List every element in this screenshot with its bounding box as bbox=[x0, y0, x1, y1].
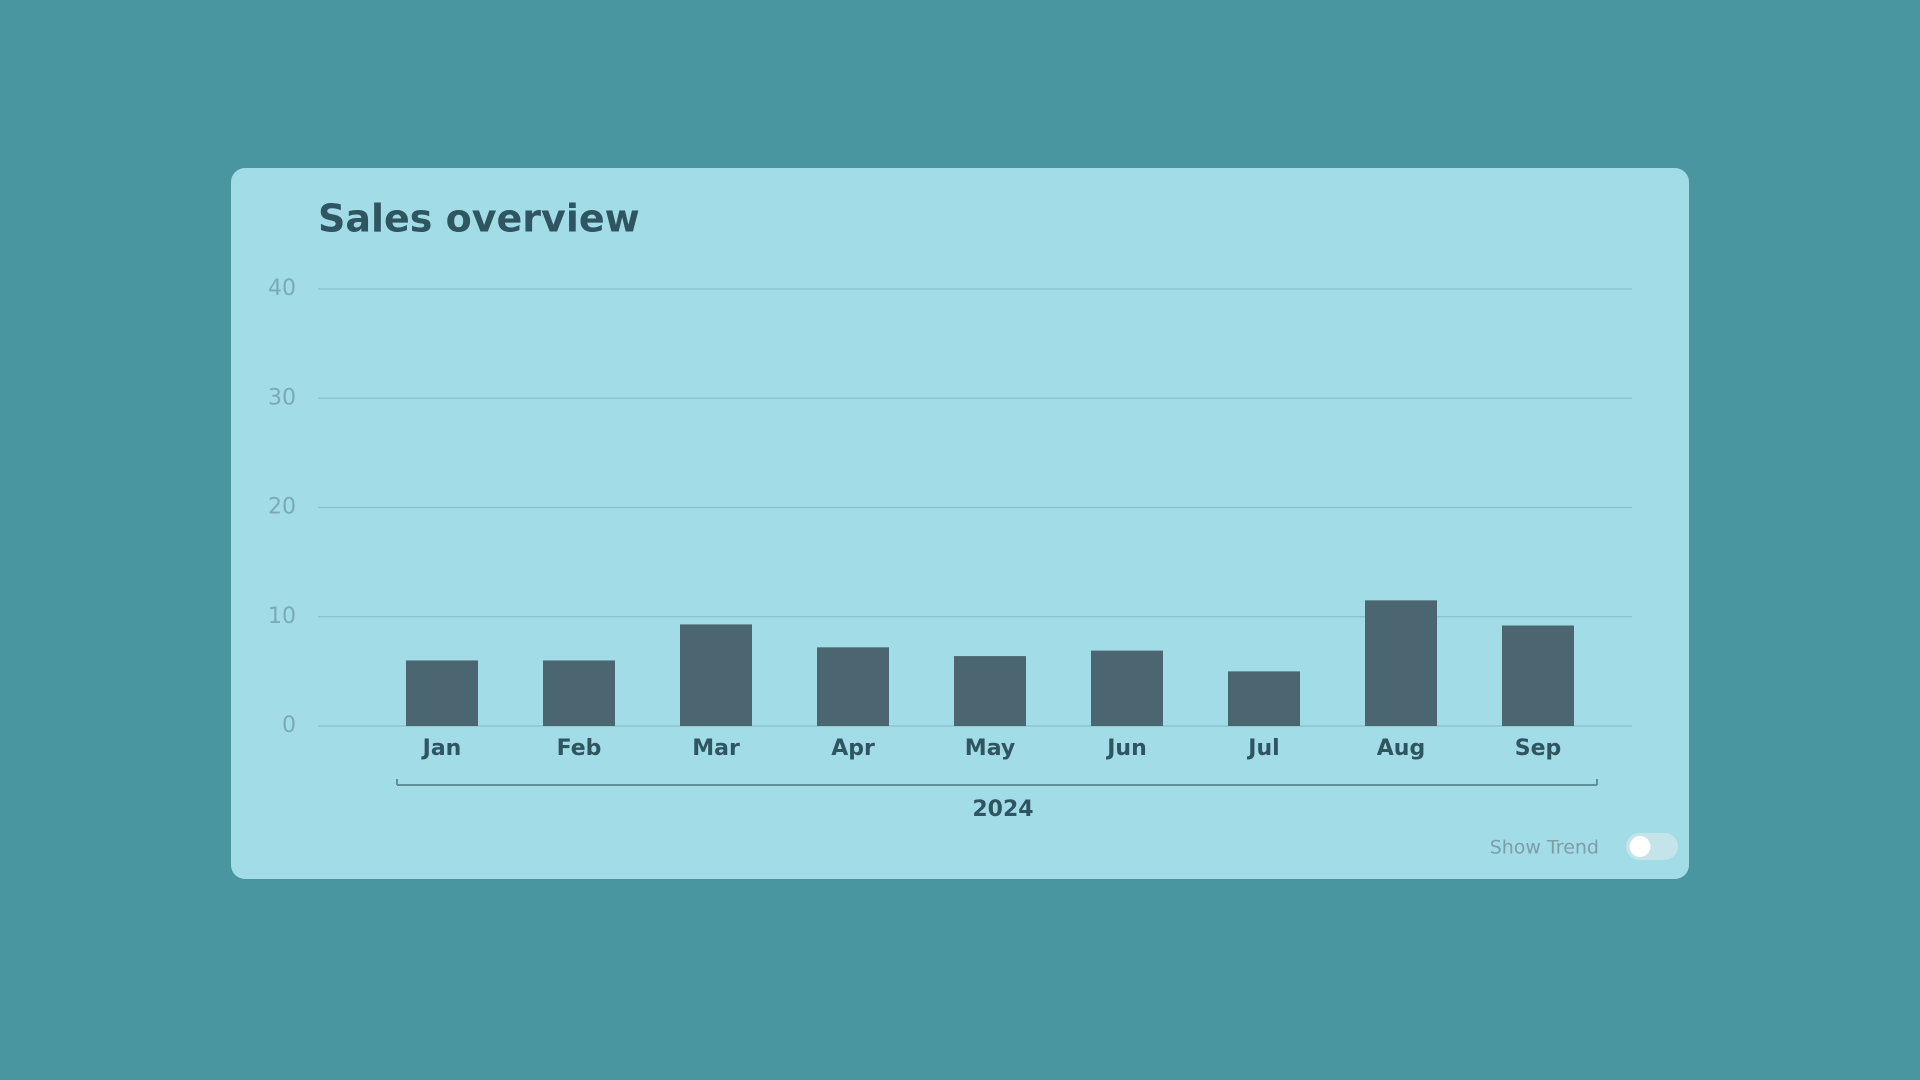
y-tick-label: 40 bbox=[268, 276, 296, 301]
bar bbox=[817, 647, 889, 726]
x-tick-label: Jun bbox=[1105, 736, 1147, 761]
toggle-label: Show Trend bbox=[1490, 837, 1599, 859]
bar bbox=[1091, 650, 1163, 726]
toggle-knob[interactable] bbox=[1629, 836, 1651, 857]
x-tick-label: Feb bbox=[557, 736, 602, 761]
y-tick-label: 0 bbox=[282, 713, 296, 738]
card bbox=[231, 168, 1689, 879]
x-tick-label: Aug bbox=[1377, 736, 1425, 761]
x-tick-label: Apr bbox=[831, 736, 875, 761]
x-tick-label: Sep bbox=[1515, 736, 1562, 761]
bar bbox=[954, 656, 1026, 726]
y-tick-label: 20 bbox=[268, 495, 296, 520]
y-tick-label: 30 bbox=[268, 385, 296, 410]
x-tick-label: Jan bbox=[421, 736, 462, 761]
x-group-label: 2024 bbox=[972, 797, 1033, 822]
bar bbox=[1365, 600, 1437, 726]
x-tick-label: Jul bbox=[1246, 736, 1279, 761]
bar bbox=[680, 624, 752, 726]
bar bbox=[406, 660, 478, 726]
x-tick-label: Mar bbox=[692, 736, 740, 761]
bar bbox=[1502, 625, 1574, 726]
chart-title: Sales overview bbox=[318, 197, 640, 241]
y-tick-label: 10 bbox=[268, 604, 296, 629]
bar bbox=[543, 660, 615, 726]
trend-toggle[interactable] bbox=[1626, 833, 1678, 860]
x-tick-label: May bbox=[965, 736, 1015, 761]
bar bbox=[1228, 671, 1300, 726]
